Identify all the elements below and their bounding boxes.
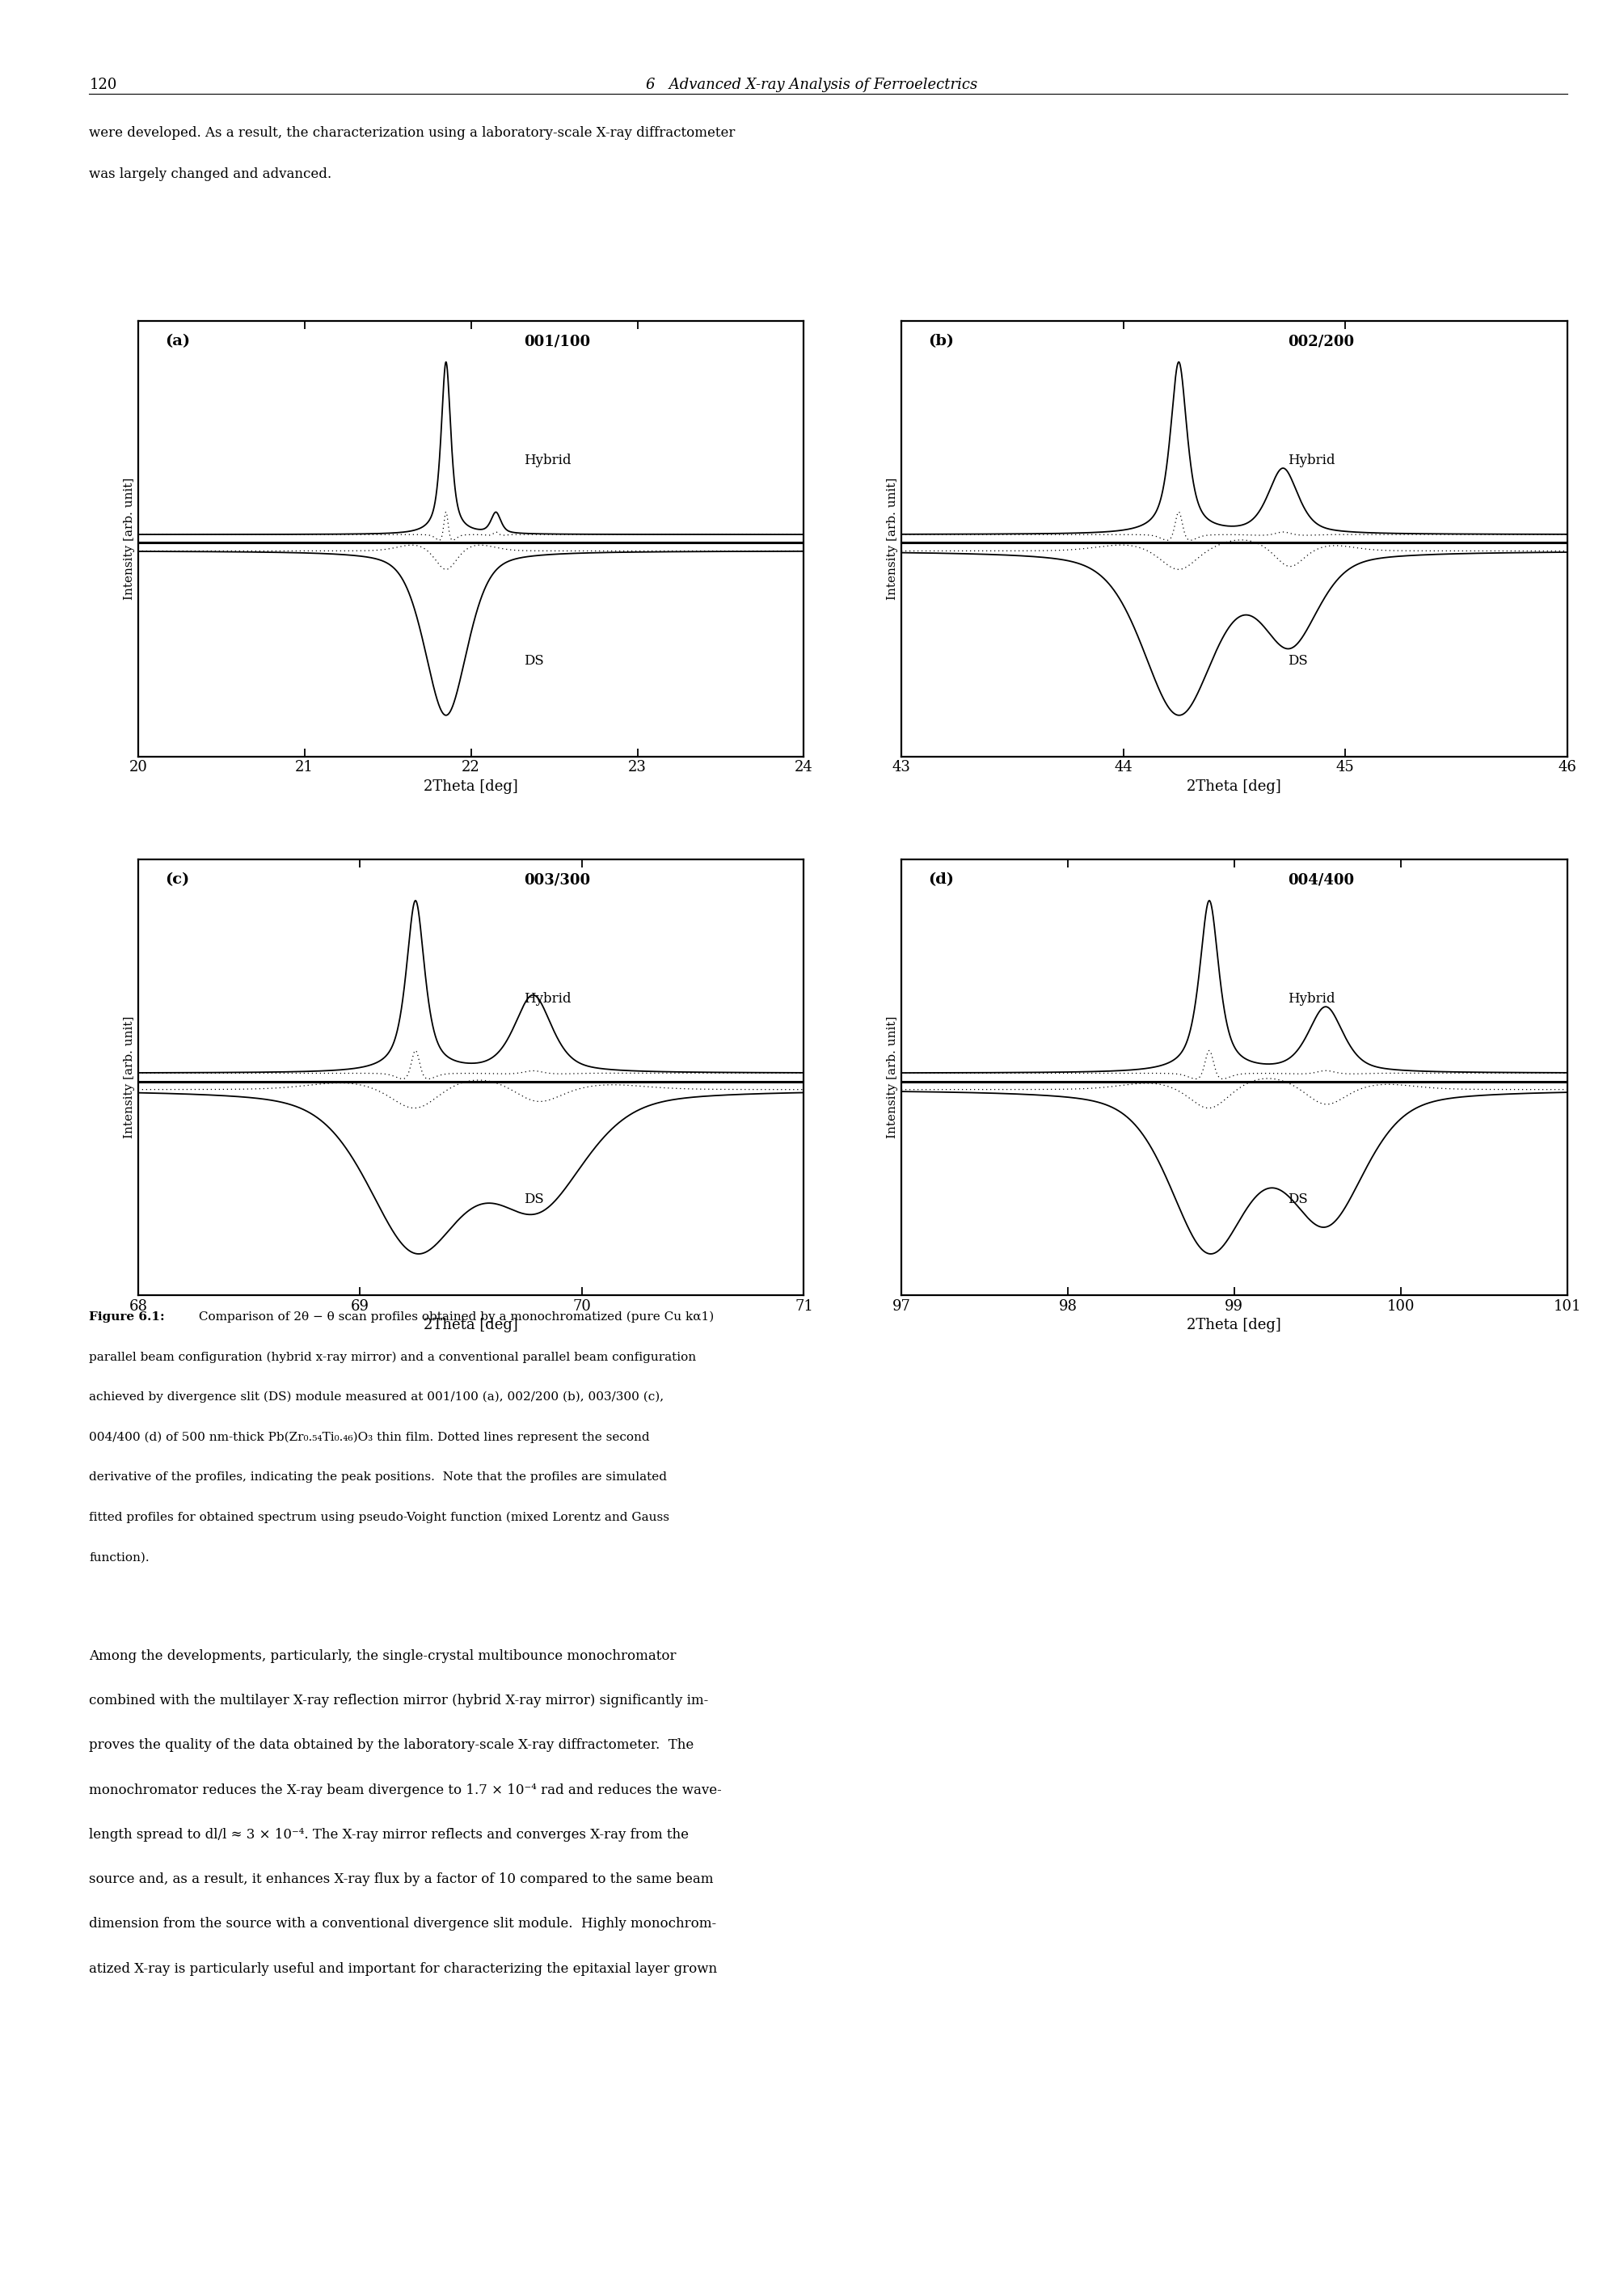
X-axis label: 2Theta [deg]: 2Theta [deg] bbox=[424, 1318, 518, 1332]
Text: Hybrid: Hybrid bbox=[525, 454, 572, 468]
Text: Hybrid: Hybrid bbox=[1288, 454, 1335, 468]
Text: 004/400: 004/400 bbox=[1288, 873, 1354, 887]
Text: DS: DS bbox=[525, 653, 544, 667]
Text: were developed. As a result, the characterization using a laboratory-scale X-ray: were developed. As a result, the charact… bbox=[89, 126, 736, 140]
Text: proves the quality of the data obtained by the laboratory-scale X-ray diffractom: proves the quality of the data obtained … bbox=[89, 1737, 693, 1751]
Y-axis label: Intensity [arb. unit]: Intensity [arb. unit] bbox=[887, 477, 898, 601]
Text: 003/300: 003/300 bbox=[525, 873, 591, 887]
Text: dimension from the source with a conventional divergence slit module.  Highly mo: dimension from the source with a convent… bbox=[89, 1916, 716, 1930]
Text: (d): (d) bbox=[927, 873, 953, 887]
Y-axis label: Intensity [arb. unit]: Intensity [arb. unit] bbox=[887, 1015, 898, 1139]
Text: 120: 120 bbox=[89, 78, 117, 92]
Y-axis label: Intensity [arb. unit]: Intensity [arb. unit] bbox=[123, 477, 135, 601]
Text: achieved by divergence slit (DS) module measured at 001/100 (a), 002/200 (b), 00: achieved by divergence slit (DS) module … bbox=[89, 1391, 664, 1403]
X-axis label: 2Theta [deg]: 2Theta [deg] bbox=[424, 779, 518, 793]
Text: DS: DS bbox=[1288, 653, 1307, 667]
Y-axis label: Intensity [arb. unit]: Intensity [arb. unit] bbox=[123, 1015, 135, 1139]
Text: 002/200: 002/200 bbox=[1288, 335, 1354, 348]
Text: Figure 6.1:: Figure 6.1: bbox=[89, 1311, 166, 1322]
Text: Hybrid: Hybrid bbox=[1288, 992, 1335, 1006]
Text: atized X-ray is particularly useful and important for characterizing the epitaxi: atized X-ray is particularly useful and … bbox=[89, 1962, 718, 1976]
Text: (a): (a) bbox=[164, 335, 190, 348]
Text: 001/100: 001/100 bbox=[525, 335, 591, 348]
Text: 004/400 (d) of 500 nm-thick Pb(Zr₀.₅₄Ti₀.₄₆)O₃ thin film. Dotted lines represent: 004/400 (d) of 500 nm-thick Pb(Zr₀.₅₄Ti₀… bbox=[89, 1430, 650, 1444]
Text: Among the developments, particularly, the single-crystal multibounce monochromat: Among the developments, particularly, th… bbox=[89, 1650, 677, 1662]
Text: derivative of the profiles, indicating the peak positions.  Note that the profil: derivative of the profiles, indicating t… bbox=[89, 1471, 667, 1483]
Text: was largely changed and advanced.: was largely changed and advanced. bbox=[89, 167, 331, 181]
Text: Comparison of 2θ − θ scan profiles obtained by a monochromatized (pure Cu kα1): Comparison of 2θ − θ scan profiles obtai… bbox=[195, 1311, 715, 1322]
Text: monochromator reduces the X-ray beam divergence to 1.7 × 10⁻⁴ rad and reduces th: monochromator reduces the X-ray beam div… bbox=[89, 1783, 723, 1797]
Text: fitted profiles for obtained spectrum using pseudo-Voight function (mixed Lorent: fitted profiles for obtained spectrum us… bbox=[89, 1513, 669, 1524]
Text: parallel beam configuration (hybrid x-ray mirror) and a conventional parallel be: parallel beam configuration (hybrid x-ra… bbox=[89, 1352, 697, 1364]
Text: DS: DS bbox=[525, 1192, 544, 1206]
Text: function).: function). bbox=[89, 1552, 149, 1563]
X-axis label: 2Theta [deg]: 2Theta [deg] bbox=[1187, 1318, 1281, 1332]
Text: (c): (c) bbox=[164, 873, 188, 887]
Text: combined with the multilayer X-ray reflection mirror (hybrid X-ray mirror) signi: combined with the multilayer X-ray refle… bbox=[89, 1694, 708, 1708]
Text: source and, as a result, it enhances X-ray flux by a factor of 10 compared to th: source and, as a result, it enhances X-r… bbox=[89, 1873, 715, 1886]
X-axis label: 2Theta [deg]: 2Theta [deg] bbox=[1187, 779, 1281, 793]
Text: DS: DS bbox=[1288, 1192, 1307, 1206]
Text: Hybrid: Hybrid bbox=[525, 992, 572, 1006]
Text: (b): (b) bbox=[927, 335, 953, 348]
Text: 6   Advanced X-ray Analysis of Ferroelectrics: 6 Advanced X-ray Analysis of Ferroelectr… bbox=[646, 78, 978, 92]
Text: length spread to dl/l ≈ 3 × 10⁻⁴. The X-ray mirror reflects and converges X-ray : length spread to dl/l ≈ 3 × 10⁻⁴. The X-… bbox=[89, 1829, 689, 1840]
